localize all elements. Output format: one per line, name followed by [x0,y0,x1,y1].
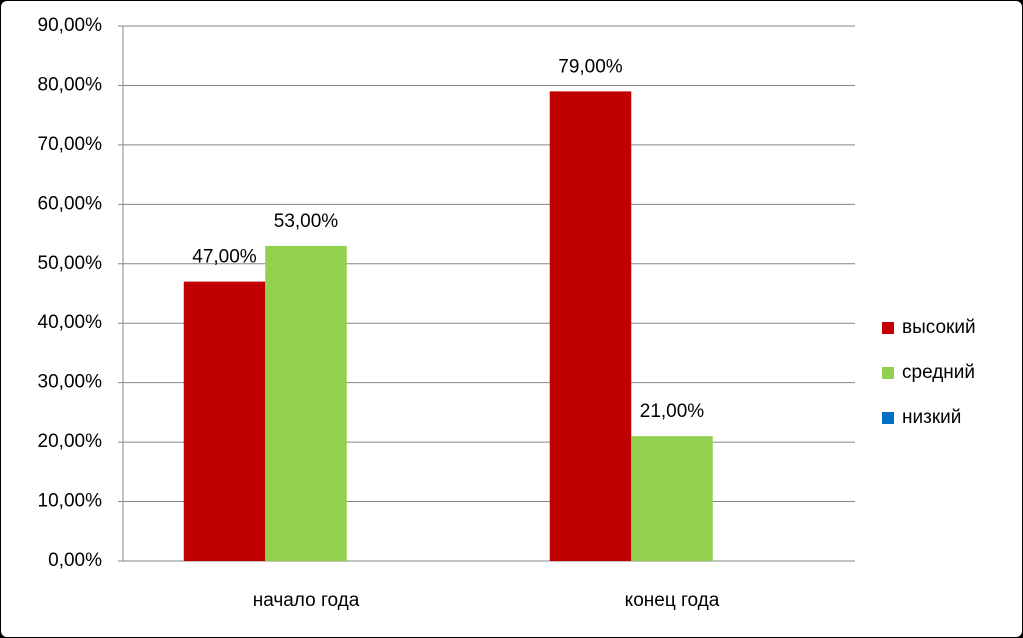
data-label: 47,00% [192,247,257,268]
y-tick-label: 30,00% [38,372,103,393]
data-label: 79,00% [558,56,623,77]
legend-label: средний [902,362,975,383]
legend-label: высокий [902,317,976,338]
y-tick-label: 20,00% [38,431,103,452]
data-label: 53,00% [274,211,339,232]
x-tick-label: конец года [625,590,720,611]
legend-swatch [882,322,894,334]
x-tick-label: начало года [253,590,360,611]
legend-label: низкий [902,407,961,428]
y-tick-label: 10,00% [38,491,103,512]
bar [549,91,632,561]
y-tick-label: 90,00% [38,15,103,36]
legend-swatch [882,367,894,379]
y-tick-label: 80,00% [38,74,103,95]
y-tick-label: 50,00% [38,253,103,274]
legend-swatch [882,412,894,424]
y-tick-label: 40,00% [38,312,103,333]
y-tick-label: 60,00% [38,193,103,214]
y-tick-label: 70,00% [38,134,103,155]
data-label: 21,00% [640,401,705,422]
bar [183,281,266,561]
bar [265,245,347,561]
y-tick-label: 0,00% [48,550,102,571]
bar [631,436,713,561]
